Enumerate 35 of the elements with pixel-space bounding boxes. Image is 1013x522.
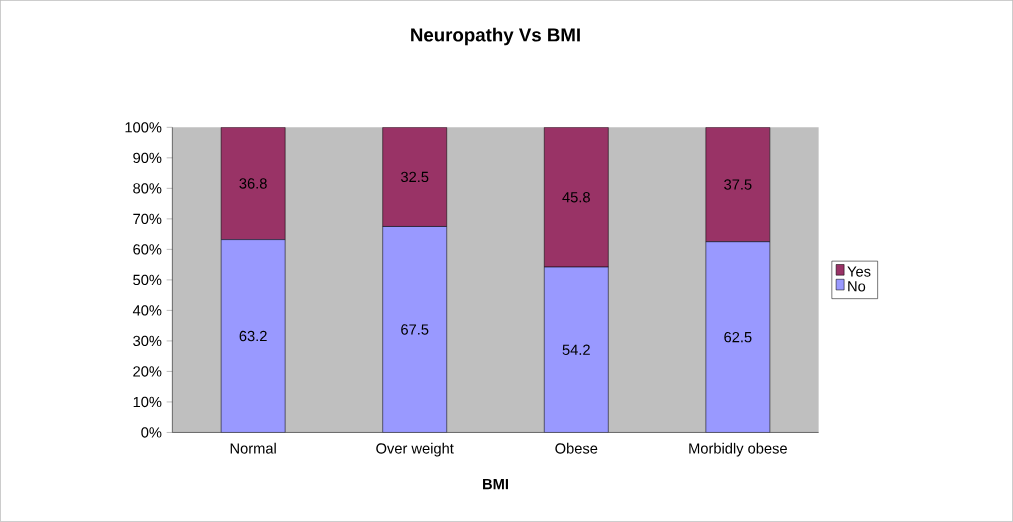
y-tick-label: 50% [133,274,162,286]
data-label: 63.2 [239,330,267,342]
y-tick-label: 60% [133,244,162,255]
bar [544,267,609,433]
y-tick-label: 100% [125,122,162,133]
y-tick-label: 20% [133,366,162,377]
x-axis-title: BMI [483,479,508,490]
legend-label: Yes [847,266,871,277]
data-label: 67.5 [401,324,429,335]
y-tick-label: 80% [133,183,162,194]
x-tick-label: Normal [230,442,276,454]
x-tick-label: Morbidly obese [689,442,787,457]
y-tick-label: 40% [132,305,162,316]
data-label: 37.5 [724,179,752,190]
data-label: 36.8 [239,178,267,189]
bar [544,127,609,268]
y-tick-label: 10% [133,396,162,408]
x-tick-label: Obese [555,442,598,454]
bar [705,127,771,243]
y-tick-label: 30% [133,335,162,347]
x-tick-label: Over weight [376,442,454,457]
data-label: 32.5 [401,171,429,183]
data-label: 54.2 [562,344,590,356]
y-tick-label: 90% [133,152,162,164]
chart-title: Neuropathy Vs BMI [411,27,580,46]
data-label: 62.5 [724,332,752,343]
bar [705,241,771,433]
bar [221,239,286,433]
y-tick-label: 70% [133,213,162,225]
data-label: 45.8 [562,192,590,203]
bar [382,127,447,227]
bar [220,127,286,240]
legend-label: No [848,281,866,292]
y-tick-label: 0% [141,427,162,438]
bar [382,226,447,433]
